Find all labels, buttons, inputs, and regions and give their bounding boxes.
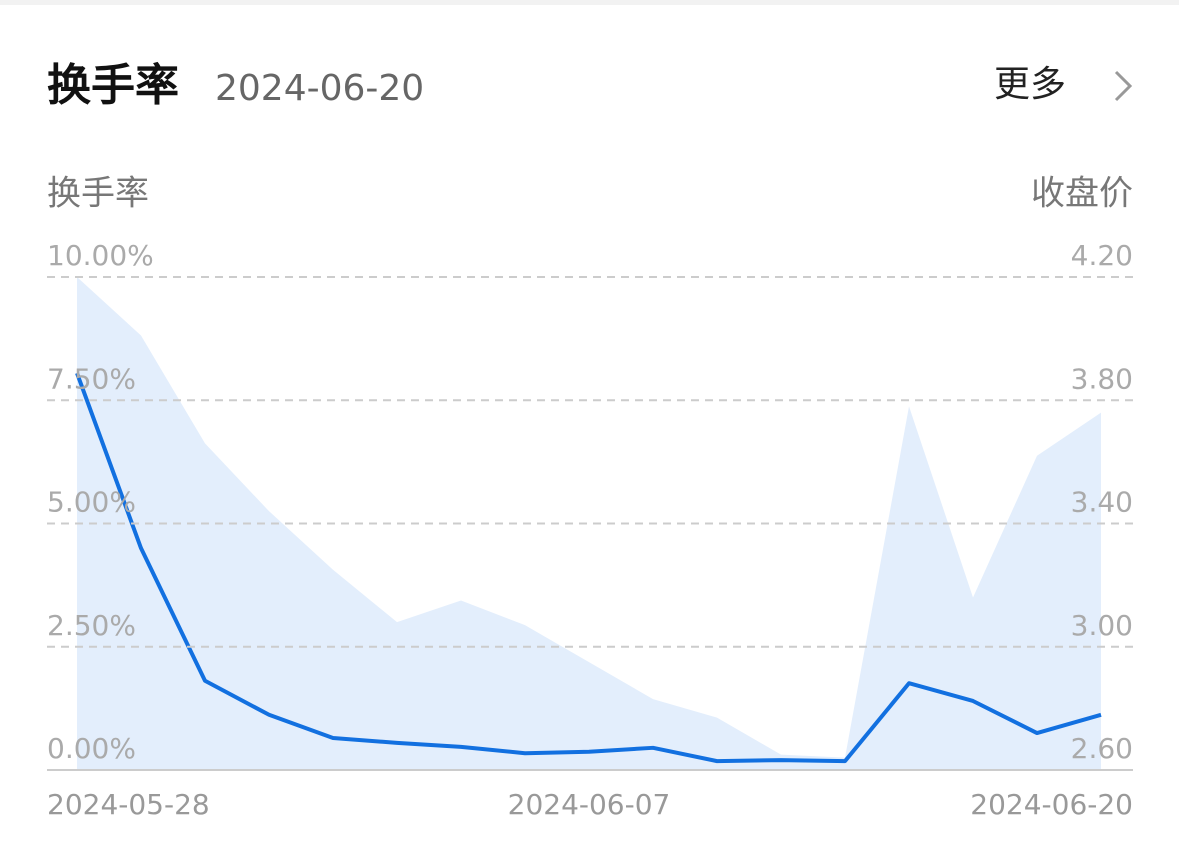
y2-tick-label: 3.00	[1071, 609, 1133, 642]
y2-tick-label: 2.60	[1071, 732, 1133, 765]
y2-tick-label: 4.20	[1071, 239, 1133, 272]
y-tick-label: 7.50%	[47, 362, 136, 395]
x-tick-label: 2024-06-20	[970, 788, 1133, 821]
x-tick-label: 2024-06-07	[508, 788, 671, 821]
chart-title: 换手率	[47, 60, 179, 111]
y-tick-label: 10.00%	[47, 239, 154, 272]
chevron[interactable]	[1114, 70, 1133, 102]
turnover-line	[75, 372, 1102, 764]
top-strip	[0, 0, 1179, 5]
y-tick-label: 5.00%	[47, 486, 136, 519]
more-link[interactable]: 更多	[994, 64, 1066, 105]
y2-axis-title: 收盘价	[1031, 174, 1133, 214]
y2-tick-label: 3.40	[1071, 486, 1133, 519]
y-tick-label: 2.50%	[47, 609, 136, 642]
x-tick-label: 2024-05-28	[47, 788, 210, 821]
chart-subtitle: 2024-06-20	[215, 68, 424, 109]
y2-tick-label: 3.80	[1071, 362, 1133, 395]
y-tick-label: 0.00%	[47, 732, 136, 765]
y-axis-title: 换手率	[47, 174, 149, 214]
